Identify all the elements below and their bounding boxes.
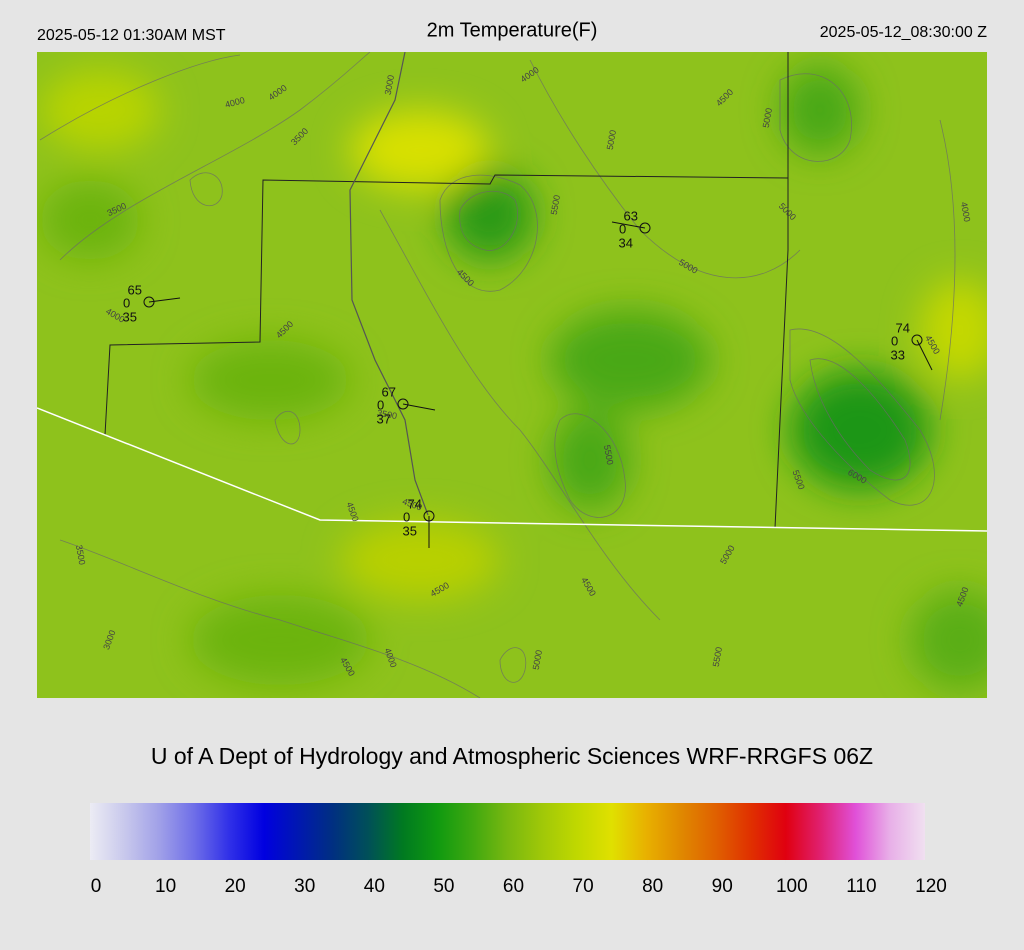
local-time: 2025-05-12 01:30AM MST — [37, 27, 226, 44]
colorbar-tick-label: 0 — [91, 876, 102, 897]
contour-label: 5500 — [549, 194, 562, 215]
station-circle — [397, 398, 409, 410]
station-circle — [911, 334, 923, 346]
colorbar-tick-label: 100 — [776, 876, 808, 897]
station-code: 0 — [377, 397, 384, 412]
colorbar-tick-label: 60 — [503, 876, 524, 897]
temperature-field — [40, 65, 987, 690]
station-dewpoint: 35 — [123, 309, 137, 324]
colorbar-ticks: 0 10 20 30 40 50 60 70 80 90 100 110 120 — [89, 860, 947, 897]
station-dewpoint: 35 — [403, 523, 417, 538]
colorbar-tick-label: 80 — [642, 876, 663, 897]
colorbar-tick-label: 20 — [225, 876, 246, 897]
colorbar-tick-label: 110 — [846, 876, 876, 897]
station-dewpoint: 34 — [619, 235, 633, 250]
contour-label: 5500 — [711, 646, 724, 667]
colorbar-tick-label: 40 — [364, 876, 385, 897]
station-circle — [639, 222, 651, 234]
station-temperature: 74 — [896, 320, 910, 335]
contours — [39, 52, 956, 698]
station-dewpoint: 33 — [891, 347, 905, 362]
colorbar — [90, 803, 925, 860]
station-code: 0 — [619, 221, 626, 236]
colorbar-tick-label: 10 — [155, 876, 176, 897]
contour-label: 3500 — [74, 544, 87, 565]
wind-barb — [611, 221, 646, 229]
river — [349, 52, 429, 516]
station-dewpoint: 37 — [377, 411, 391, 426]
station-code: 0 — [891, 333, 898, 348]
station-circle — [143, 296, 155, 308]
map-title: 2m Temperature(F) — [427, 19, 598, 41]
station-code: 0 — [123, 295, 130, 310]
station-temperature: 67 — [382, 384, 396, 399]
wind-barb — [916, 339, 933, 371]
contour-label: 4000 — [959, 201, 972, 222]
contour-label: 3000 — [383, 74, 396, 95]
border-line — [37, 407, 987, 532]
contour-label: 3500 — [376, 408, 397, 421]
credit: U of A Dept of Hydrology and Atmospheric… — [151, 743, 873, 769]
colorbar-tick-label: 120 — [915, 876, 947, 897]
valid-time: 2025-05-12_08:30:00 Z — [820, 24, 987, 41]
colorbar-tick-label: 90 — [712, 876, 733, 897]
wind-barb — [402, 403, 436, 411]
colorbar-tick-label: 30 — [294, 876, 315, 897]
contour-label: 5000 — [605, 129, 618, 150]
wind-barb — [148, 297, 181, 303]
colorbar-tick-label: 50 — [433, 876, 454, 897]
station-temperature: 65 — [128, 282, 142, 297]
colorbar-tick-label: 70 — [573, 876, 594, 897]
contour-label: 5000 — [761, 107, 774, 128]
station-temperature: 63 — [624, 208, 638, 223]
contour-label: 5000 — [531, 649, 544, 670]
contour-label: 5500 — [602, 444, 615, 465]
station-code: 0 — [403, 509, 410, 524]
boundaries — [104, 52, 789, 529]
station-temperature: 74 — [408, 496, 422, 511]
